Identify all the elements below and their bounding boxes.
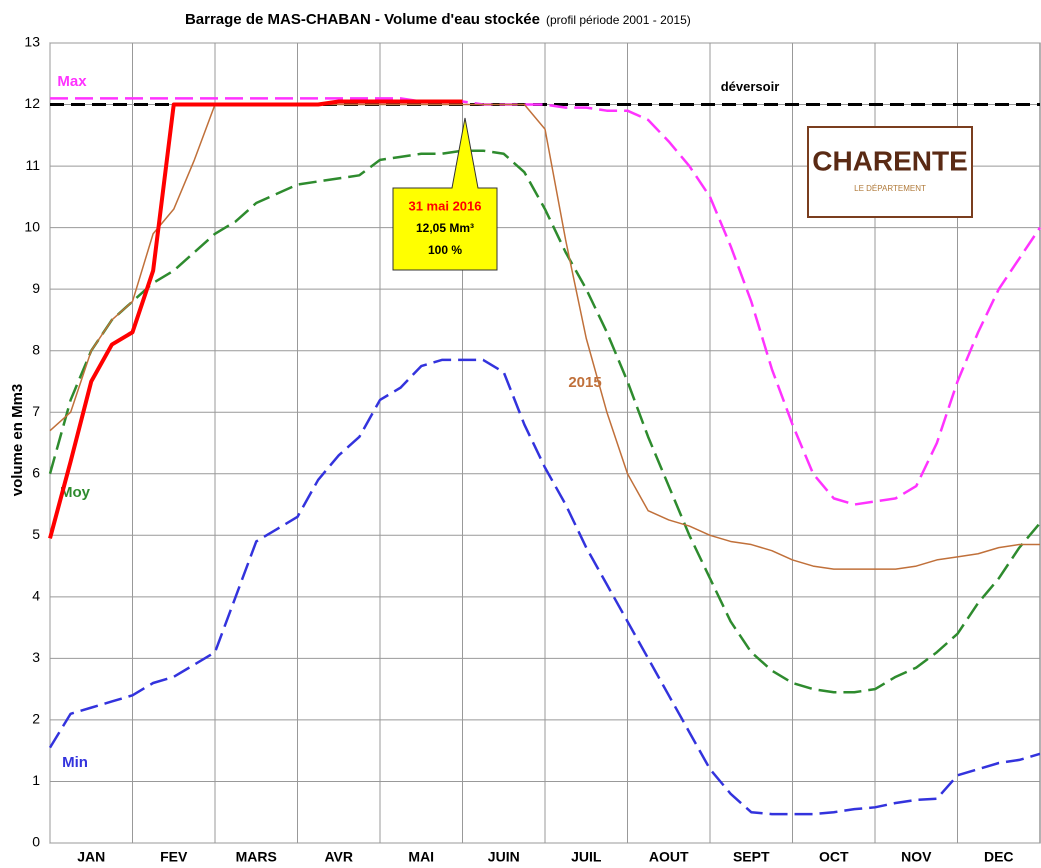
y-tick-label: 9 [32, 280, 40, 296]
spillway-label: déversoir [721, 79, 780, 94]
x-tick-label: NOV [901, 849, 932, 865]
x-tick-label: MARS [236, 849, 277, 865]
y-tick-label: 2 [32, 711, 40, 727]
series-line [48, 358, 1041, 816]
chart-title: Barrage de MAS-CHABAN - Volume d'eau sto… [185, 11, 540, 28]
series-line [48, 149, 1041, 694]
x-tick-label: JUIN [488, 849, 520, 865]
callout-volume: 12,05 Mm³ [416, 221, 474, 235]
logo-tagline: LE DÉPARTEMENT [854, 184, 926, 193]
series-label: 2015 [568, 374, 601, 391]
y-tick-label: 8 [32, 341, 40, 357]
x-tick-label: JAN [77, 849, 105, 865]
callout-percent: 100 % [428, 243, 462, 257]
y-tick-label: 5 [32, 526, 40, 542]
y-tick-label: 4 [32, 588, 40, 604]
callout: 31 mai 2016 12,05 Mm³ 100 % [392, 117, 498, 271]
x-tick-label: SEPT [733, 849, 770, 865]
logo-box [807, 126, 973, 218]
y-axis-label: volume en Mm3 [9, 384, 26, 497]
x-tick-label: AOUT [649, 849, 689, 865]
logo: CHARENTE LE DÉPARTEMENT [807, 126, 973, 218]
series-line [48, 99, 463, 539]
y-tick-label: 10 [24, 218, 40, 234]
x-tick-label: OCT [819, 849, 849, 865]
y-tick-label: 0 [32, 834, 40, 850]
x-tick-label: JUIL [571, 849, 602, 865]
series-label: Max [57, 73, 87, 90]
y-tick-label: 7 [32, 403, 40, 419]
x-tick-label: MAI [408, 849, 434, 865]
x-tick-label: FEV [160, 849, 188, 865]
y-tick-label: 6 [32, 464, 40, 480]
y-tick-label: 12 [24, 95, 40, 111]
chart-subtitle: (profil période 2001 - 2015) [546, 13, 691, 27]
series-line [50, 97, 1041, 506]
y-tick-label: 3 [32, 649, 40, 665]
logo-name: CHARENTE [812, 145, 968, 176]
callout-date: 31 mai 2016 [408, 198, 481, 213]
y-tick-label: 1 [32, 772, 40, 788]
y-tick-label: 13 [24, 34, 40, 50]
series-label: Moy [60, 484, 91, 501]
y-tick-label: 11 [25, 157, 40, 173]
callout-box [392, 117, 498, 271]
series-label: Min [62, 754, 88, 771]
x-tick-label: AVR [324, 849, 353, 865]
x-tick-label: DEC [984, 849, 1014, 865]
